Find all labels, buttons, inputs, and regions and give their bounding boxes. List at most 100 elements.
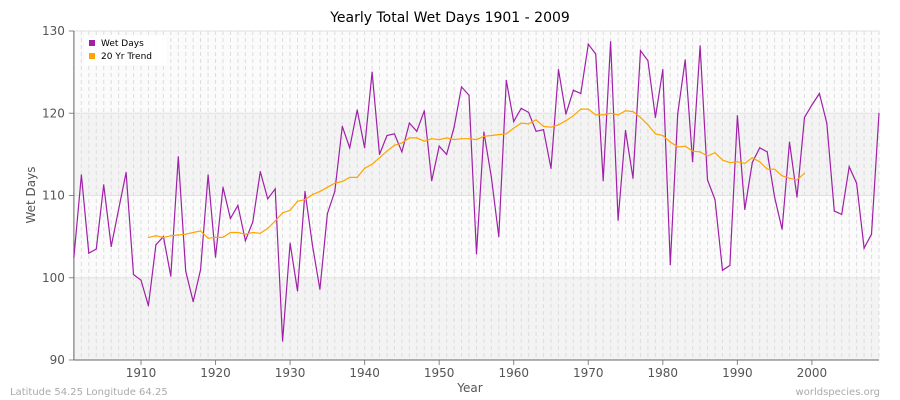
footer-coordinates: Latitude 54.25 Longitude 64.25 bbox=[10, 387, 168, 398]
data-point bbox=[364, 147, 366, 149]
legend-label-wet-days: Wet Days bbox=[101, 39, 144, 49]
data-point bbox=[587, 43, 589, 45]
data-point bbox=[759, 161, 761, 163]
data-point bbox=[192, 231, 194, 234]
data-point bbox=[341, 180, 343, 183]
data-point bbox=[304, 199, 306, 201]
x-tick-label: 1910 bbox=[126, 366, 157, 380]
data-point bbox=[274, 188, 276, 190]
data-point bbox=[386, 150, 388, 152]
data-point bbox=[602, 180, 604, 182]
data-point bbox=[125, 171, 127, 174]
data-point bbox=[490, 134, 492, 137]
data-point bbox=[304, 190, 306, 192]
data-point bbox=[453, 126, 455, 128]
data-point bbox=[185, 233, 187, 235]
data-point bbox=[639, 116, 642, 118]
data-point bbox=[319, 190, 321, 192]
data-point bbox=[490, 176, 492, 179]
data-point bbox=[572, 115, 574, 117]
data-point bbox=[446, 153, 448, 155]
data-point bbox=[610, 112, 612, 114]
data-point bbox=[364, 167, 366, 169]
x-tick-label: 1950 bbox=[424, 366, 455, 380]
data-point bbox=[856, 182, 858, 184]
data-point bbox=[706, 179, 709, 181]
legend-swatch-wet-days bbox=[89, 40, 95, 46]
data-point bbox=[326, 212, 328, 215]
data-point bbox=[624, 110, 627, 112]
data-point bbox=[848, 166, 850, 168]
data-point bbox=[460, 138, 463, 140]
data-point bbox=[200, 230, 202, 232]
data-point bbox=[416, 130, 418, 132]
data-point bbox=[811, 104, 813, 106]
data-point bbox=[706, 155, 709, 157]
data-point bbox=[200, 268, 202, 271]
data-point bbox=[73, 256, 75, 258]
data-point bbox=[222, 236, 224, 239]
data-point bbox=[684, 145, 686, 147]
x-tick-label: 1970 bbox=[573, 366, 604, 380]
data-point bbox=[177, 156, 179, 158]
legend: Wet Days 20 Yr Trend bbox=[84, 35, 166, 65]
data-point bbox=[498, 134, 500, 136]
data-point bbox=[721, 269, 724, 271]
data-point bbox=[841, 213, 843, 216]
data-point bbox=[140, 279, 142, 281]
data-point bbox=[319, 288, 321, 290]
data-point bbox=[401, 142, 403, 144]
data-point bbox=[617, 114, 619, 116]
data-point bbox=[766, 151, 768, 153]
data-point bbox=[669, 141, 671, 143]
data-point bbox=[654, 133, 656, 135]
data-point bbox=[818, 92, 820, 95]
data-point bbox=[147, 305, 150, 307]
data-point bbox=[259, 171, 261, 173]
data-point bbox=[580, 108, 582, 110]
data-point bbox=[237, 204, 239, 206]
data-point bbox=[431, 180, 433, 182]
data-point bbox=[326, 186, 328, 188]
data-point bbox=[513, 127, 515, 129]
x-tick-label: 1930 bbox=[275, 366, 306, 380]
data-point bbox=[803, 116, 806, 118]
data-point bbox=[595, 53, 597, 55]
x-tick-label: 1980 bbox=[648, 366, 679, 380]
data-point bbox=[483, 131, 485, 133]
data-point bbox=[535, 130, 537, 132]
data-point bbox=[349, 176, 351, 179]
data-point bbox=[214, 236, 217, 239]
data-point bbox=[289, 242, 291, 244]
data-point bbox=[669, 263, 671, 266]
data-point bbox=[677, 146, 679, 148]
data-point bbox=[617, 219, 619, 221]
data-point bbox=[468, 94, 470, 96]
x-tick-label: 2000 bbox=[797, 366, 828, 380]
data-point bbox=[729, 162, 731, 164]
data-point bbox=[774, 168, 776, 170]
data-point bbox=[744, 162, 746, 165]
data-point bbox=[88, 252, 90, 254]
data-point bbox=[185, 270, 187, 272]
data-point bbox=[378, 153, 381, 155]
data-point bbox=[565, 120, 567, 122]
data-point bbox=[431, 138, 433, 140]
data-point bbox=[80, 174, 82, 176]
data-point bbox=[736, 115, 738, 117]
data-point bbox=[438, 145, 440, 147]
data-point bbox=[214, 256, 217, 258]
data-point bbox=[580, 92, 582, 95]
data-point bbox=[110, 245, 112, 248]
data-point bbox=[803, 172, 806, 174]
data-point bbox=[103, 184, 105, 186]
data-point bbox=[349, 147, 351, 149]
data-point bbox=[684, 59, 686, 61]
data-point bbox=[714, 152, 716, 154]
data-point bbox=[639, 50, 642, 52]
data-point bbox=[662, 69, 664, 71]
data-point bbox=[401, 151, 403, 153]
data-point bbox=[423, 140, 425, 142]
data-point bbox=[274, 220, 276, 222]
